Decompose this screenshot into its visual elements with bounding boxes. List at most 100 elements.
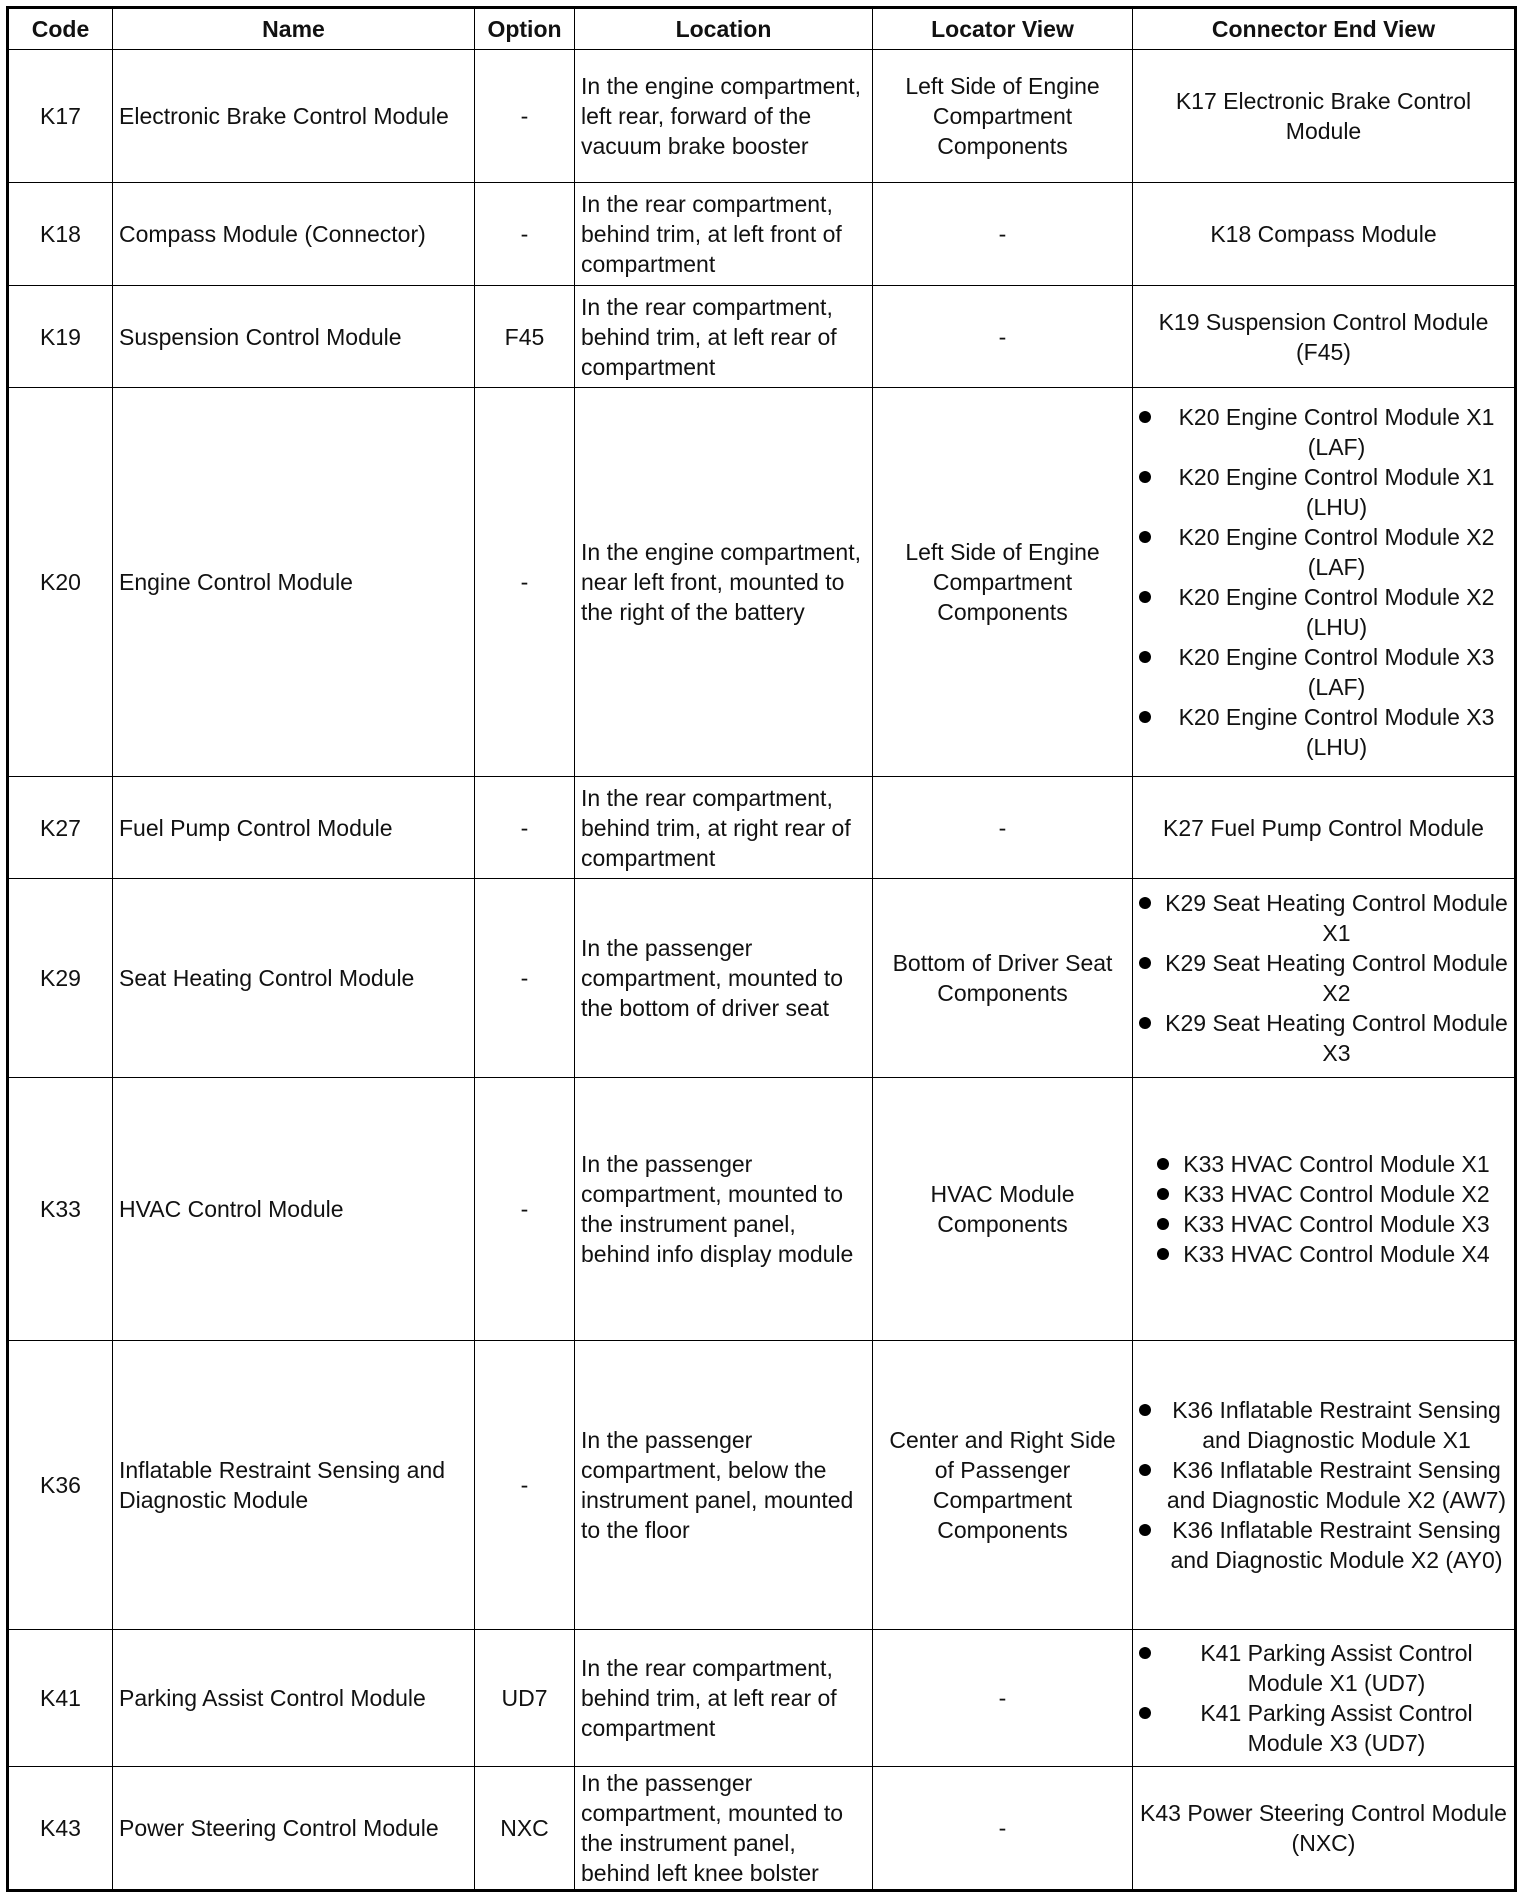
connector-list-item: K36 Inflatable Restraint Sensing and Dia… (1139, 1515, 1508, 1575)
connector-label: K33 HVAC Control Module X4 (1183, 1241, 1490, 1267)
location-cell: In the engine compartment, left rear, fo… (574, 49, 873, 183)
connector-table: Code Name Option Location Locator View C… (6, 6, 1517, 1892)
option-cell: UD7 (474, 1629, 575, 1767)
code-cell: K17 (7, 49, 113, 183)
locator-view-cell: HVAC Module Components (872, 1077, 1133, 1341)
connector-list-item: K36 Inflatable Restraint Sensing and Dia… (1139, 1455, 1508, 1515)
table-row: K20 Engine Control Module - In the engine c… (7, 387, 1516, 777)
connector-label: K36 Inflatable Restraint Sensing and Dia… (1172, 1397, 1501, 1453)
bullet-icon (1139, 591, 1151, 603)
connector-label: K33 HVAC Control Module X1 (1183, 1151, 1490, 1177)
connector-end-view-cell: K41 Parking Assist Control Module X1 (UD… (1132, 1629, 1516, 1767)
connector-end-view-cell: K17 Electronic Brake Control Module (1132, 49, 1516, 183)
option-cell: - (474, 776, 575, 879)
connector-list-item: K20 Engine Control Module X1 (LAF) (1139, 402, 1508, 462)
table-row: K17 Electronic Brake Control Module - In th… (7, 49, 1516, 183)
bullet-icon (1139, 411, 1151, 423)
code-cell: K20 (7, 387, 113, 777)
connector-list: K33 HVAC Control Module X1 K33 HVAC Contr… (1139, 1149, 1508, 1269)
header-locator-view: Locator View (872, 7, 1133, 50)
connector-list-item: K20 Engine Control Module X2 (LHU) (1139, 582, 1508, 642)
bullet-icon (1139, 1017, 1151, 1029)
table-row: K29 Seat Heating Control Module - In the pa… (7, 878, 1516, 1078)
code-cell: K29 (7, 878, 113, 1078)
location-cell: In the passenger compartment, mounted to… (574, 1766, 873, 1891)
connector-end-view-cell: K20 Engine Control Module X1 (LAF) K20 En… (1132, 387, 1516, 777)
location-cell: In the passenger compartment, below the … (574, 1340, 873, 1630)
connector-end-view-cell: K33 HVAC Control Module X1 K33 HVAC Contr… (1132, 1077, 1516, 1341)
location-cell: In the passenger compartment, mounted to… (574, 1077, 873, 1341)
connector-list-item: K41 Parking Assist Control Module X1 (UD… (1139, 1638, 1508, 1698)
header-code: Code (7, 7, 113, 50)
name-cell: Seat Heating Control Module (112, 878, 475, 1078)
connector-list-item: K41 Parking Assist Control Module X3 (UD… (1139, 1698, 1508, 1758)
table-row: K19 Suspension Control Module F45 In the re… (7, 285, 1516, 388)
locator-view-cell: Center and Right Side of Passenger Compa… (872, 1340, 1133, 1630)
connector-list-item: K20 Engine Control Module X3 (LHU) (1139, 702, 1508, 762)
locator-view-cell: Bottom of Driver Seat Components (872, 878, 1133, 1078)
header-name: Name (112, 7, 475, 50)
bullet-icon (1139, 651, 1151, 663)
name-cell: Parking Assist Control Module (112, 1629, 475, 1767)
locator-view-cell: - (872, 1629, 1133, 1767)
option-cell: - (474, 49, 575, 183)
code-cell: K33 (7, 1077, 113, 1341)
connector-end-view-cell: K29 Seat Heating Control Module X1 K29 Se… (1132, 878, 1516, 1078)
location-cell: In the rear compartment, behind trim, at… (574, 1629, 873, 1767)
code-cell: K18 (7, 182, 113, 286)
connector-label: K20 Engine Control Module X3 (LAF) (1178, 644, 1495, 700)
name-cell: Suspension Control Module (112, 285, 475, 388)
code-cell: K36 (7, 1340, 113, 1630)
name-cell: Power Steering Control Module (112, 1766, 475, 1891)
locator-view-cell: - (872, 285, 1133, 388)
locator-view-cell: - (872, 182, 1133, 286)
connector-end-view-cell: K18 Compass Module (1132, 182, 1516, 286)
table-row: K41 Parking Assist Control Module UD7 In th… (7, 1629, 1516, 1767)
bullet-icon (1139, 531, 1151, 543)
name-cell: Compass Module (Connector) (112, 182, 475, 286)
option-cell: F45 (474, 285, 575, 388)
code-cell: K43 (7, 1766, 113, 1891)
connector-label: K29 Seat Heating Control Module X1 (1165, 890, 1508, 946)
connector-label: K20 Engine Control Module X2 (LHU) (1178, 584, 1495, 640)
location-cell: In the rear compartment, behind trim, at… (574, 285, 873, 388)
connector-label: K41 Parking Assist Control Module X3 (UD… (1200, 1700, 1473, 1756)
bullet-icon (1139, 471, 1151, 483)
connector-list-item: K29 Seat Heating Control Module X1 (1139, 888, 1508, 948)
option-cell: - (474, 387, 575, 777)
connector-list-item: K20 Engine Control Module X2 (LAF) (1139, 522, 1508, 582)
table-row: K43 Power Steering Control Module NXC In th… (7, 1766, 1516, 1891)
table-row: K33 HVAC Control Module - In the passenger … (7, 1077, 1516, 1341)
table-row: K18 Compass Module (Connector) - In the rea… (7, 182, 1516, 286)
code-cell: K27 (7, 776, 113, 879)
header-option: Option (474, 7, 575, 50)
table-row: K36 Inflatable Restraint Sensing and Diag… (7, 1340, 1516, 1630)
connector-label: K43 Power Steering Control Module (NXC) (1140, 1800, 1507, 1856)
option-cell: NXC (474, 1766, 575, 1891)
connector-list-item: K33 HVAC Control Module X3 (1139, 1209, 1508, 1239)
code-cell: K19 (7, 285, 113, 388)
connector-label: K36 Inflatable Restraint Sensing and Dia… (1166, 1457, 1507, 1513)
connector-label: K29 Seat Heating Control Module X2 (1165, 950, 1508, 1006)
option-cell: - (474, 878, 575, 1078)
connector-label: K29 Seat Heating Control Module X3 (1165, 1010, 1508, 1066)
bullet-icon (1157, 1218, 1170, 1230)
locator-view-cell: Left Side of Engine Compartment Componen… (872, 49, 1133, 183)
connector-list: K41 Parking Assist Control Module X1 (UD… (1139, 1638, 1508, 1758)
connector-label: K17 Electronic Brake Control Module (1175, 88, 1472, 144)
bullet-icon (1157, 1248, 1170, 1260)
header-connector-end-view: Connector End View (1132, 7, 1516, 50)
connector-list-item: K36 Inflatable Restraint Sensing and Dia… (1139, 1395, 1508, 1455)
option-cell: - (474, 182, 575, 286)
connector-end-view-cell: K36 Inflatable Restraint Sensing and Dia… (1132, 1340, 1516, 1630)
connector-end-view-cell: K19 Suspension Control Module (F45) (1132, 285, 1516, 388)
connector-list-item: K20 Engine Control Module X1 (LHU) (1139, 462, 1508, 522)
bullet-icon (1139, 1464, 1151, 1476)
locator-view-cell: Left Side of Engine Compartment Componen… (872, 387, 1133, 777)
location-cell: In the rear compartment, behind trim, at… (574, 182, 873, 286)
connector-list-item: K33 HVAC Control Module X2 (1139, 1179, 1508, 1209)
connector-end-view-cell: K43 Power Steering Control Module (NXC) (1132, 1766, 1516, 1891)
connector-label: K27 Fuel Pump Control Module (1163, 814, 1484, 841)
locator-view-cell: - (872, 1766, 1133, 1891)
code-cell: K41 (7, 1629, 113, 1767)
